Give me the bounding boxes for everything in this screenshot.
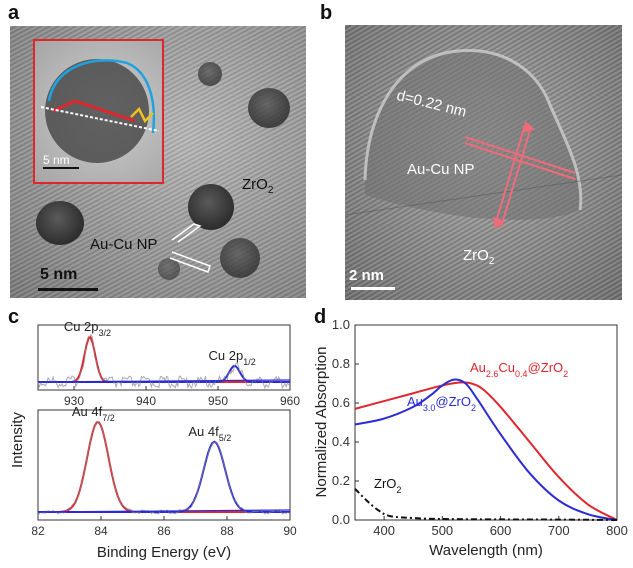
x-tick-label: 84 — [94, 524, 108, 538]
peak-label: Au 4f7/2 — [72, 404, 115, 423]
inset-zoom: 5 nm — [33, 39, 164, 184]
nanoparticle — [220, 238, 260, 278]
peak-label: Cu 2p3/2 — [64, 319, 111, 338]
tem-image-a: 5 nm ZrO2 Au-Cu NP 5 nm — [10, 26, 306, 298]
series-label-au_cu: Au2.6Cu0.4@ZrO2 — [470, 360, 568, 379]
np-label-b: Au-Cu NP — [407, 161, 475, 178]
nanoparticle — [248, 88, 290, 128]
scale-bar-a — [38, 288, 98, 291]
x-tick-label: 90 — [283, 524, 297, 538]
y-tick-label: 0.0 — [332, 512, 350, 527]
baseline — [37, 379, 291, 383]
tem-image-b: d=0.22 nm Au-Cu NP ZrO2 2 nm — [345, 25, 622, 300]
series-label-au: Au3.0@ZrO2 — [407, 394, 476, 413]
scale-label-b: 2 nm — [349, 267, 385, 284]
series-line-au_cu — [354, 381, 618, 521]
zro2-label-a: ZrO2 — [242, 176, 274, 196]
x-tick-label: 400 — [373, 523, 395, 538]
y-tick-label: 0.8 — [332, 356, 350, 371]
scale-bar-b — [351, 287, 395, 290]
x-tick-label: 82 — [31, 524, 45, 538]
x-tick-label: 950 — [208, 394, 228, 408]
x-tick-label: 600 — [490, 523, 512, 538]
inset-scale-bar — [43, 167, 79, 169]
y-tick-label: 0.4 — [332, 434, 350, 449]
nanoparticle — [188, 184, 234, 230]
np-pointer-lines — [169, 223, 211, 273]
inset-scale-label: 5 nm — [43, 153, 70, 167]
peak-label: Au 4f5/2 — [188, 424, 231, 443]
panel-label-b: b — [320, 2, 333, 24]
series-line-zro2 — [354, 488, 618, 521]
zro2-label-b: ZrO2 — [463, 247, 495, 267]
nanoparticle — [158, 258, 180, 280]
x-tick-label: 88 — [220, 524, 234, 538]
panel-label-a: a — [8, 2, 20, 24]
panel-label-c: c — [8, 306, 20, 328]
x-tick-label: 700 — [548, 523, 570, 538]
x-tick-label: 86 — [157, 524, 171, 538]
x-tick-label: 960 — [280, 394, 300, 408]
subplot-frame — [37, 324, 291, 391]
series-label-zro2: ZrO2 — [374, 476, 401, 495]
x-tick-label: 800 — [606, 523, 628, 538]
x-tick-label: 940 — [136, 394, 156, 408]
y-tick-label: 0.6 — [332, 395, 350, 410]
inset-overlay — [40, 59, 160, 163]
nanoparticle — [198, 62, 222, 86]
x-axis-label: Wavelength (nm) — [429, 542, 543, 559]
baseline — [37, 509, 291, 513]
y-tick-label: 1.0 — [332, 317, 350, 332]
y-axis-label: Intensity — [9, 412, 26, 468]
raw-data — [37, 333, 291, 390]
nanoparticle-outline — [345, 49, 622, 229]
panel-label-d: d — [314, 306, 327, 328]
peak-label: Cu 2p1/2 — [209, 348, 256, 367]
x-axis-label: Binding Energy (eV) — [97, 544, 231, 561]
np-label-a: Au-Cu NP — [90, 236, 158, 253]
y-axis-label: Normalized Absorption — [313, 347, 330, 498]
nanoparticle — [36, 201, 84, 245]
series-line-au — [354, 378, 618, 521]
x-tick-label: 930 — [64, 394, 84, 408]
x-tick-label: 500 — [431, 523, 453, 538]
y-tick-label: 0.2 — [332, 473, 350, 488]
scale-label-a: 5 nm — [40, 266, 78, 283]
